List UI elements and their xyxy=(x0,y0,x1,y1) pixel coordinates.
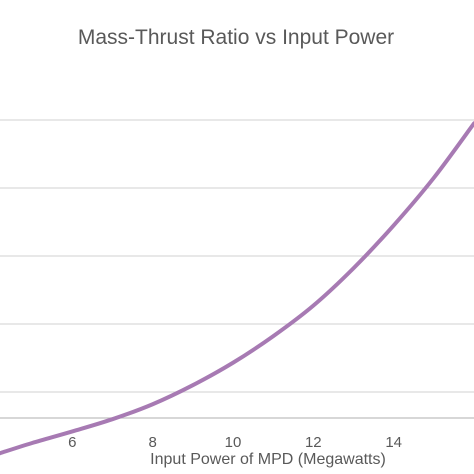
x-tick-label-8: 8 xyxy=(148,434,156,451)
chart-title: Mass-Thrust Ratio vs Input Power xyxy=(78,26,394,49)
x-tick-label-12: 12 xyxy=(305,434,322,451)
x-tick-labels: 6 8 10 12 14 xyxy=(68,434,402,451)
x-tick-label-6: 6 xyxy=(68,434,76,451)
x-tick-label-14: 14 xyxy=(385,434,402,451)
series-line-1 xyxy=(0,121,474,456)
x-tick-label-10: 10 xyxy=(225,434,242,451)
gridlines xyxy=(0,119,474,419)
x-axis-label: Input Power of MPD (Megawatts) xyxy=(150,451,386,468)
series xyxy=(0,121,474,456)
